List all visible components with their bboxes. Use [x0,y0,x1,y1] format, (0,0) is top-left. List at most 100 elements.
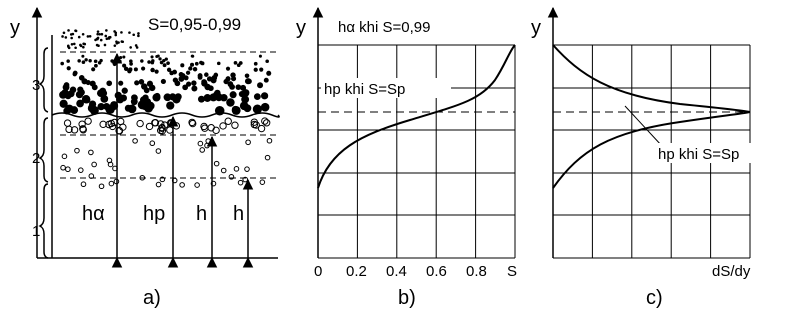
coarse-dot [175,80,181,86]
open-circle [78,168,83,173]
height-label: hα [82,203,105,225]
coarse-dot [129,59,133,63]
coarse-dot [76,91,83,98]
axis-label: y [531,17,541,39]
coarse-dot [191,80,196,85]
open-circle [260,180,265,185]
fine-dot [82,33,85,36]
fine-dot [105,29,108,32]
open-circle [62,154,67,159]
coarse-dot [120,95,127,102]
coarse-dot [110,59,114,63]
coarse-dot [254,93,261,100]
coarse-dot [259,55,262,58]
fine-dot [61,35,64,38]
coarse-dot [186,81,191,86]
coarse-dot [84,97,91,104]
fine-dot [71,43,74,46]
coarse-dot [157,55,160,58]
coarse-dot [165,57,168,60]
open-circle [66,167,71,172]
fine-dot [104,35,107,38]
open-circle [258,125,264,131]
coarse-dot [60,62,64,66]
coarse-dot [88,59,91,62]
fine-dot [137,35,140,38]
coarse-dot [66,59,70,63]
coarse-dot [203,94,211,102]
height-label: h [233,203,244,225]
coarse-dot [163,63,167,67]
coarse-dot [230,91,237,98]
x-axis-label: dS/dy [712,263,751,280]
coarse-dot [180,63,184,67]
coarse-dot [172,70,177,75]
coarse-dot [158,57,161,60]
fine-dot [68,47,71,50]
fine-dot [87,35,90,38]
coarse-dot [70,106,78,114]
coarse-dot [59,91,67,99]
coarse-dot [201,61,205,65]
fine-dot [117,41,120,44]
coarse-dot [140,59,143,62]
coarse-dot [239,91,245,97]
coarse-dot [97,89,105,97]
open-circle [137,120,143,126]
open-circle [220,123,226,129]
coarse-dot [119,56,122,59]
x-tick-label: 0 [314,263,322,280]
coarse-dot [97,103,104,110]
curve-label: hp khi S=Sp [658,146,739,163]
range-label: S=0,95-0,99 [148,15,241,34]
coarse-dot [113,62,117,66]
axis-label: y [10,17,20,39]
coarse-dot [150,68,155,73]
open-circle [156,149,161,154]
coarse-dot [68,90,75,97]
fine-dot [78,36,81,39]
coarse-dot [259,68,263,72]
fine-dot [129,46,132,49]
fine-dot [132,33,135,36]
fine-dot [74,46,77,49]
fine-dot [73,43,76,46]
coarse-dot [226,67,230,71]
coarse-dot [195,62,199,66]
coarse-dot [232,106,239,113]
open-circle [238,180,243,185]
fine-dot [63,31,66,34]
open-circle [195,183,200,188]
coarse-dot [266,71,271,76]
fine-dot [82,46,85,49]
layer-label: 2 [32,150,40,167]
open-circle [146,123,152,129]
fine-dot [98,33,101,36]
coarse-dot [106,80,112,86]
fine-dot [72,33,75,36]
peak-curve [553,45,750,188]
coarse-dot [257,82,263,88]
fine-dot [101,33,104,36]
x-tick-label: 0.8 [466,263,487,280]
s-curve [318,45,515,188]
coarse-dot [155,70,159,74]
coarse-dot [261,92,268,99]
fine-dot [128,31,131,34]
open-circle [200,148,205,153]
coarse-dot [67,66,71,70]
top-label: hα khi S=0,99 [338,19,430,36]
open-circle [225,118,231,124]
coarse-dot [89,100,96,107]
coarse-dot [234,61,238,65]
coarse-dot [151,61,155,65]
fine-dot [114,44,117,47]
open-circle [85,118,91,124]
caption: c) [646,287,663,309]
coarse-dot [231,76,236,81]
coarse-dot [188,66,192,70]
coarse-dot [122,88,128,94]
coarse-dot [139,79,145,85]
fine-dot [135,44,138,47]
coarse-dot [79,75,85,81]
